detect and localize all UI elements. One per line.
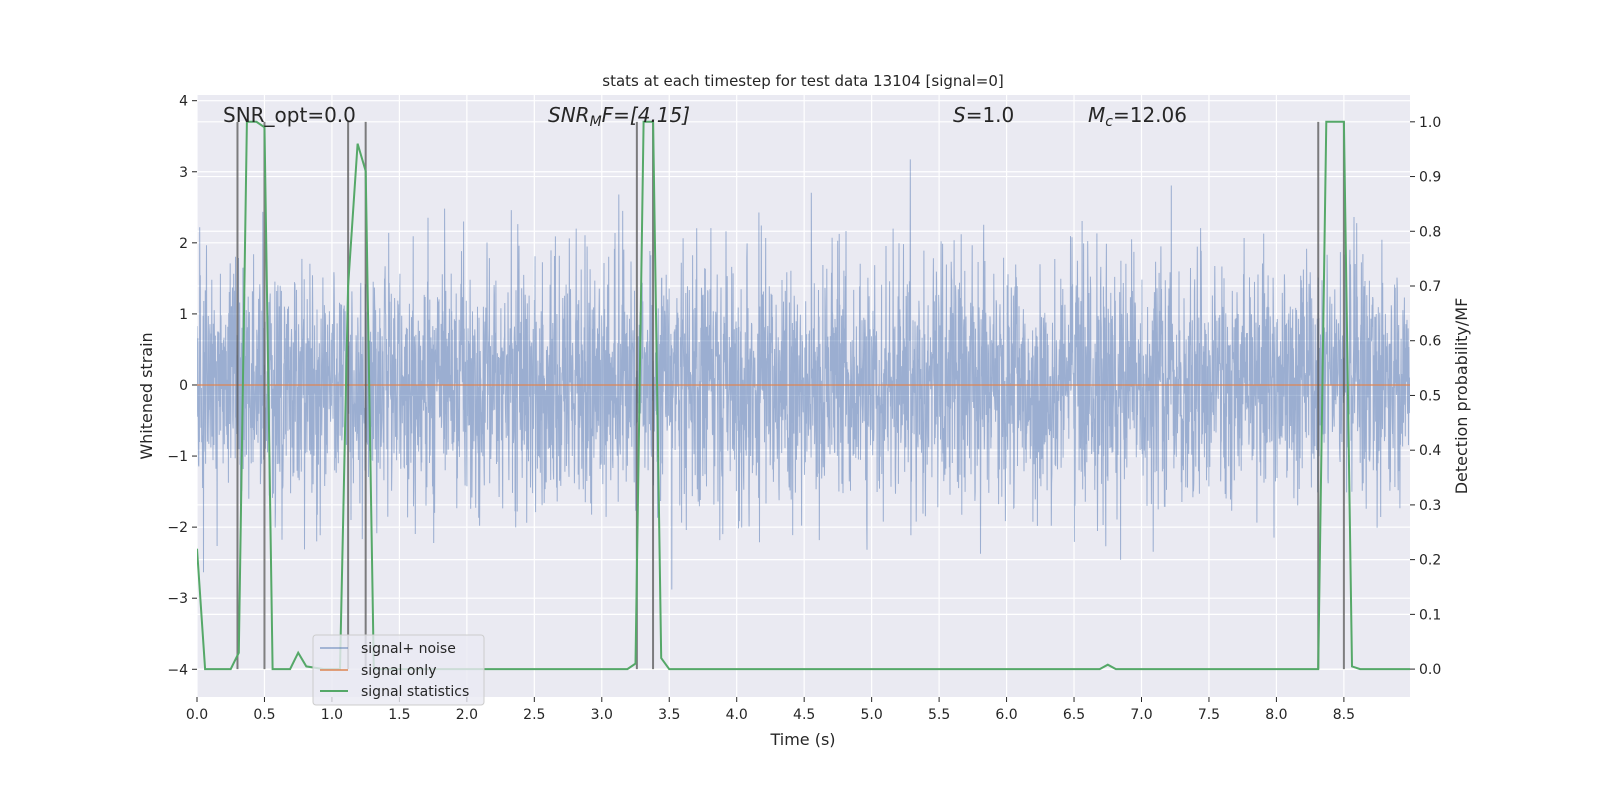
y-right-tick-label: 0.4	[1419, 443, 1441, 459]
y-tick-label: 4	[179, 94, 188, 110]
y-axis-left-label: Whitened strain	[137, 332, 156, 459]
y-axis-left-ticks: 4 3 2 1 0 −1 −2 −3 −4	[167, 94, 197, 678]
x-tick-label: 5.0	[861, 707, 883, 723]
y-axis-right-label: Detection probability/MF	[1452, 298, 1471, 495]
x-tick-label: 5.5	[928, 707, 950, 723]
y-right-tick-label: 0.2	[1419, 553, 1441, 569]
x-tick-label: 6.5	[1063, 707, 1085, 723]
annotation-snr-mf: SNRMF=[4.15]	[548, 103, 690, 130]
chart-title: stats at each timestep for test data 131…	[602, 72, 1003, 90]
annotation-snr-opt: SNR_opt=0.0	[223, 103, 356, 127]
snr-mf-base: SNR	[548, 103, 590, 127]
x-tick-label: 0.0	[186, 707, 208, 723]
x-tick-label: 4.0	[726, 707, 748, 723]
x-tick-label: 0.5	[253, 707, 275, 723]
mc-value: =12.06	[1113, 103, 1187, 127]
y-tick-label: −2	[167, 520, 188, 536]
y-right-tick-label: 0.1	[1419, 607, 1441, 623]
x-tick-label: 7.0	[1130, 707, 1152, 723]
y-right-tick-label: 0.8	[1419, 224, 1441, 240]
x-tick-label: 7.5	[1198, 707, 1220, 723]
s-symbol: S	[953, 103, 966, 127]
y-right-tick-label: 0.5	[1419, 388, 1441, 404]
y-tick-label: 1	[179, 307, 188, 323]
annotation-mc: Mc=12.06	[1088, 103, 1187, 130]
y-tick-label: −3	[167, 591, 188, 607]
x-tick-label: 6.0	[995, 707, 1017, 723]
x-tick-label: 4.5	[793, 707, 815, 723]
snr-mf-rest: F=[4.15]	[602, 103, 690, 127]
legend-label-signal-only: signal only	[361, 663, 436, 679]
y-right-tick-label: 0.7	[1419, 279, 1441, 295]
y-tick-label: 0	[179, 378, 188, 394]
mc-sub: c	[1105, 114, 1113, 130]
mc-symbol: M	[1088, 103, 1105, 127]
legend-label-signal-noise: signal+ noise	[361, 641, 456, 657]
y-axis-right-ticks: 1.0 0.9 0.8 0.7 0.6 0.5 0.4 0.3 0.2 0.1 0.0	[1410, 115, 1441, 678]
y-right-tick-label: 0.3	[1419, 498, 1441, 514]
x-tick-label: 1.5	[388, 707, 410, 723]
y-tick-label: 3	[179, 165, 188, 181]
y-right-tick-label: 0.6	[1419, 334, 1441, 350]
x-tick-label: 2.5	[523, 707, 545, 723]
series-signal-plus-noise	[197, 159, 1410, 590]
y-tick-label: −1	[167, 449, 188, 465]
y-right-tick-label: 1.0	[1419, 115, 1441, 131]
x-tick-label: 8.5	[1333, 707, 1355, 723]
x-axis-ticks: 0.0 0.5 1.0 1.5 2.0 2.5 3.0 3.5 4.0 4.5 5.0 5.5 6.0 6…	[186, 697, 1355, 723]
y-tick-label: 2	[179, 236, 188, 252]
x-tick-label: 1.0	[321, 707, 343, 723]
legend-label-signal-statistics: signal statistics	[361, 684, 469, 700]
y-right-tick-label: 0.0	[1419, 662, 1441, 678]
x-tick-label: 3.5	[658, 707, 680, 723]
x-tick-label: 3.0	[591, 707, 613, 723]
legend-box	[312, 634, 485, 706]
x-tick-label: 2.0	[456, 707, 478, 723]
snr-mf-sub: M	[590, 114, 602, 130]
s-value: =1.0	[966, 103, 1015, 127]
x-tick-label: 8.0	[1265, 707, 1287, 723]
marker-lines	[236, 121, 1345, 670]
x-axis-label: Time (s)	[769, 730, 835, 749]
annotation-s: S=1.0	[953, 103, 1014, 127]
legend: signal+ noise signal only signal statist…	[312, 634, 485, 706]
y-tick-label: −4	[167, 662, 188, 678]
y-right-tick-label: 0.9	[1419, 170, 1441, 186]
